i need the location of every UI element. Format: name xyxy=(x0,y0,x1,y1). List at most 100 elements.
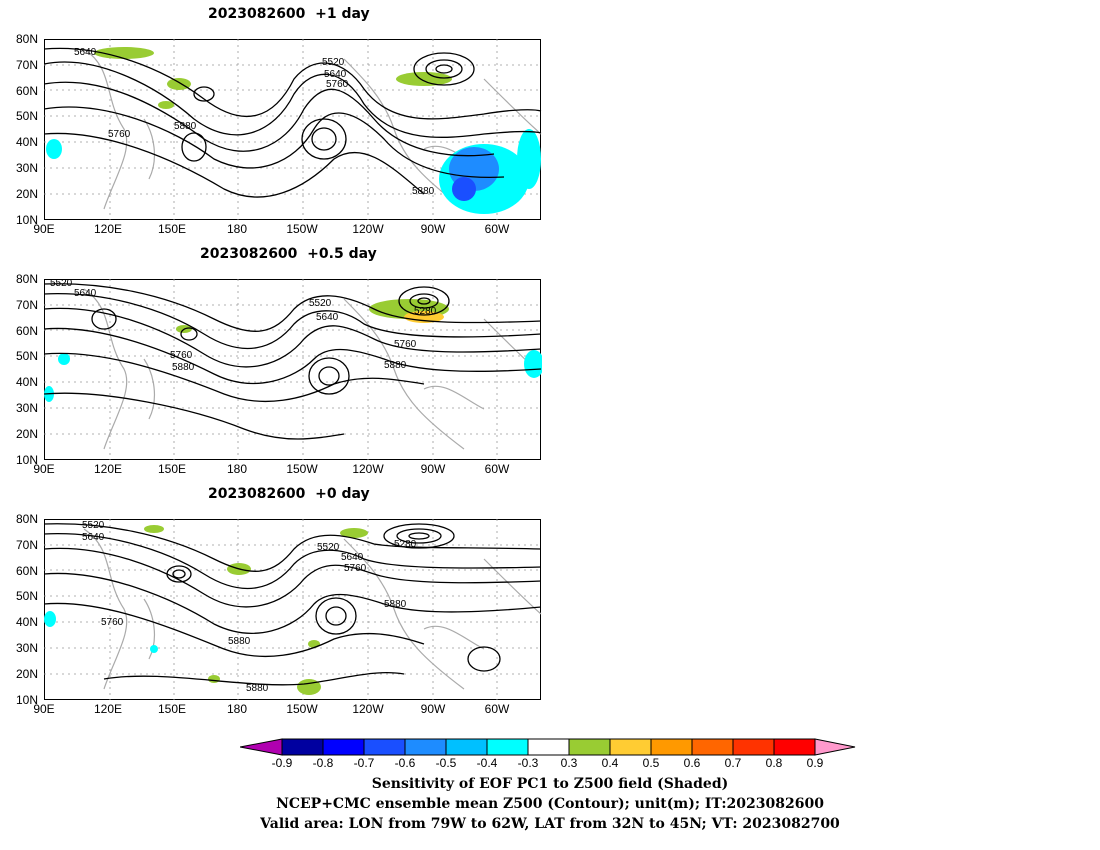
contour-label: 5640 xyxy=(341,552,364,563)
contour-label: 5640 xyxy=(324,69,347,80)
colorbar-tick-label: -0.8 xyxy=(312,756,334,770)
latitude-label: 30N xyxy=(15,161,38,175)
map-panel-2: 5520 5640 5520 5640 5280 5760 5880 5760 … xyxy=(44,279,542,460)
colorbar-bin xyxy=(773,738,816,756)
longitude-label: 180 xyxy=(226,462,248,476)
longitude-label: 150E xyxy=(157,222,187,236)
contours xyxy=(44,47,542,198)
colorbar-bin xyxy=(527,738,570,756)
shading-positive xyxy=(94,47,452,109)
latitude-label: 50N xyxy=(15,349,38,364)
longitude-label: 90E xyxy=(33,702,55,716)
longitude-label: 120E xyxy=(93,462,123,476)
colorbar-bin xyxy=(732,738,775,756)
longitude-label: 120W xyxy=(352,462,384,476)
colorbar-bin xyxy=(404,738,447,756)
longitude-label: 150W xyxy=(286,702,318,716)
latitude-label: 10N xyxy=(15,692,38,707)
latitude-label: 40N xyxy=(15,135,38,150)
latitude-label: 40N xyxy=(15,615,38,630)
latitude-label: 80N xyxy=(15,272,38,286)
map-panel-1: 5640 5520 5640 5760 5760 5880 5880 xyxy=(44,39,542,220)
contour-label: 5760 xyxy=(326,79,349,90)
panel-title-1: 2023082600 +1 day xyxy=(208,6,370,22)
colorbar-tick-label: -0.6 xyxy=(394,756,416,770)
latitude-label: 70N xyxy=(15,297,38,312)
contour-label: 5520 xyxy=(322,57,345,68)
contours xyxy=(44,283,542,440)
colorbar-tick-label: -0.7 xyxy=(353,756,375,770)
longitude-label: 180 xyxy=(226,222,248,236)
colorbar-bin xyxy=(322,738,365,756)
colorbar-tick-label: -0.9 xyxy=(271,756,293,770)
longitude-label: 150E xyxy=(157,462,187,476)
contour-label: 5880 xyxy=(384,599,407,610)
contour-label: 5640 xyxy=(74,288,97,299)
latitude-label: 60N xyxy=(15,323,38,338)
coastlines xyxy=(83,48,542,210)
coastlines xyxy=(83,528,542,690)
latitude-label: 20N xyxy=(15,186,38,201)
latitude-label: 80N xyxy=(15,32,38,46)
contour-labels: 5520 5640 5520 5640 5280 5760 5880 5760 … xyxy=(50,279,437,373)
colorbar-bin xyxy=(281,738,324,756)
longitude-label: 120W xyxy=(352,222,384,236)
longitude-label: 150W xyxy=(286,222,318,236)
colorbar-tick-label: -0.3 xyxy=(517,756,539,770)
colorbar-bin xyxy=(568,738,611,756)
contour-label: 5880 xyxy=(228,636,251,647)
contour-label: 5880 xyxy=(172,362,195,373)
longitude-label: 90W xyxy=(420,702,446,716)
latitude-label: 10N xyxy=(15,212,38,227)
latitude-label: 50N xyxy=(15,589,38,604)
latitude-label: 60N xyxy=(15,83,38,98)
contour-label: 5760 xyxy=(344,563,367,574)
contour-labels: 5640 5520 5640 5760 5760 5880 5880 xyxy=(74,47,435,197)
latitude-label: 80N xyxy=(15,512,38,526)
longitude-label: 60W xyxy=(484,462,510,476)
colorbar-bin xyxy=(486,738,529,756)
contour-labels: 5520 5640 5520 5280 5640 5760 5760 5880 … xyxy=(82,520,417,694)
latitude-label: 30N xyxy=(15,401,38,415)
longitude-label: 120E xyxy=(93,702,123,716)
colorbar-bin xyxy=(650,738,693,756)
longitude-label: 150W xyxy=(286,462,318,476)
contour-label: 5520 xyxy=(50,279,73,289)
latitude-label: 40N xyxy=(15,375,38,390)
latitude-label: 60N xyxy=(15,563,38,578)
contour-label: 5520 xyxy=(82,520,105,531)
contour-label: 5280 xyxy=(394,539,417,550)
longitude-label: 150E xyxy=(157,702,187,716)
contour-label: 5880 xyxy=(384,360,407,371)
contour-label: 5640 xyxy=(74,47,97,58)
contour-label: 5640 xyxy=(316,312,339,323)
coastlines xyxy=(83,288,542,450)
colorbar-tick-label: 0.4 xyxy=(601,756,619,770)
colorbar-bin xyxy=(445,738,488,756)
caption-line-1: Sensitivity of EOF PC1 to Z500 field (Sh… xyxy=(371,776,729,792)
contour-label: 5880 xyxy=(412,186,435,197)
colorbar-tick-label: 0.9 xyxy=(806,756,824,770)
colorbar xyxy=(240,738,856,756)
panel-title-2: 2023082600 +0.5 day xyxy=(200,246,377,262)
contour-label: 5520 xyxy=(309,298,332,309)
colorbar-max-triangle xyxy=(814,738,856,756)
map-panel-3: 5520 5640 5520 5280 5640 5760 5760 5880 … xyxy=(44,519,542,700)
latitude-label: 50N xyxy=(15,109,38,124)
shading-negative xyxy=(44,350,542,402)
contour-label: 5760 xyxy=(108,129,131,140)
longitude-label: 180 xyxy=(226,702,248,716)
longitude-label: 90E xyxy=(33,222,55,236)
contour-label: 5760 xyxy=(394,339,417,350)
colorbar-bin xyxy=(363,738,406,756)
contour-label: 5880 xyxy=(246,683,269,694)
contour-label: 5640 xyxy=(82,532,105,543)
contour-label: 5880 xyxy=(174,121,197,132)
latitude-label: 20N xyxy=(15,426,38,441)
longitude-label: 60W xyxy=(484,222,510,236)
longitude-label: 90W xyxy=(420,462,446,476)
longitude-label: 90E xyxy=(33,462,55,476)
gridlines xyxy=(44,279,541,460)
latitude-label: 20N xyxy=(15,666,38,681)
colorbar-tick-label: 0.8 xyxy=(765,756,783,770)
